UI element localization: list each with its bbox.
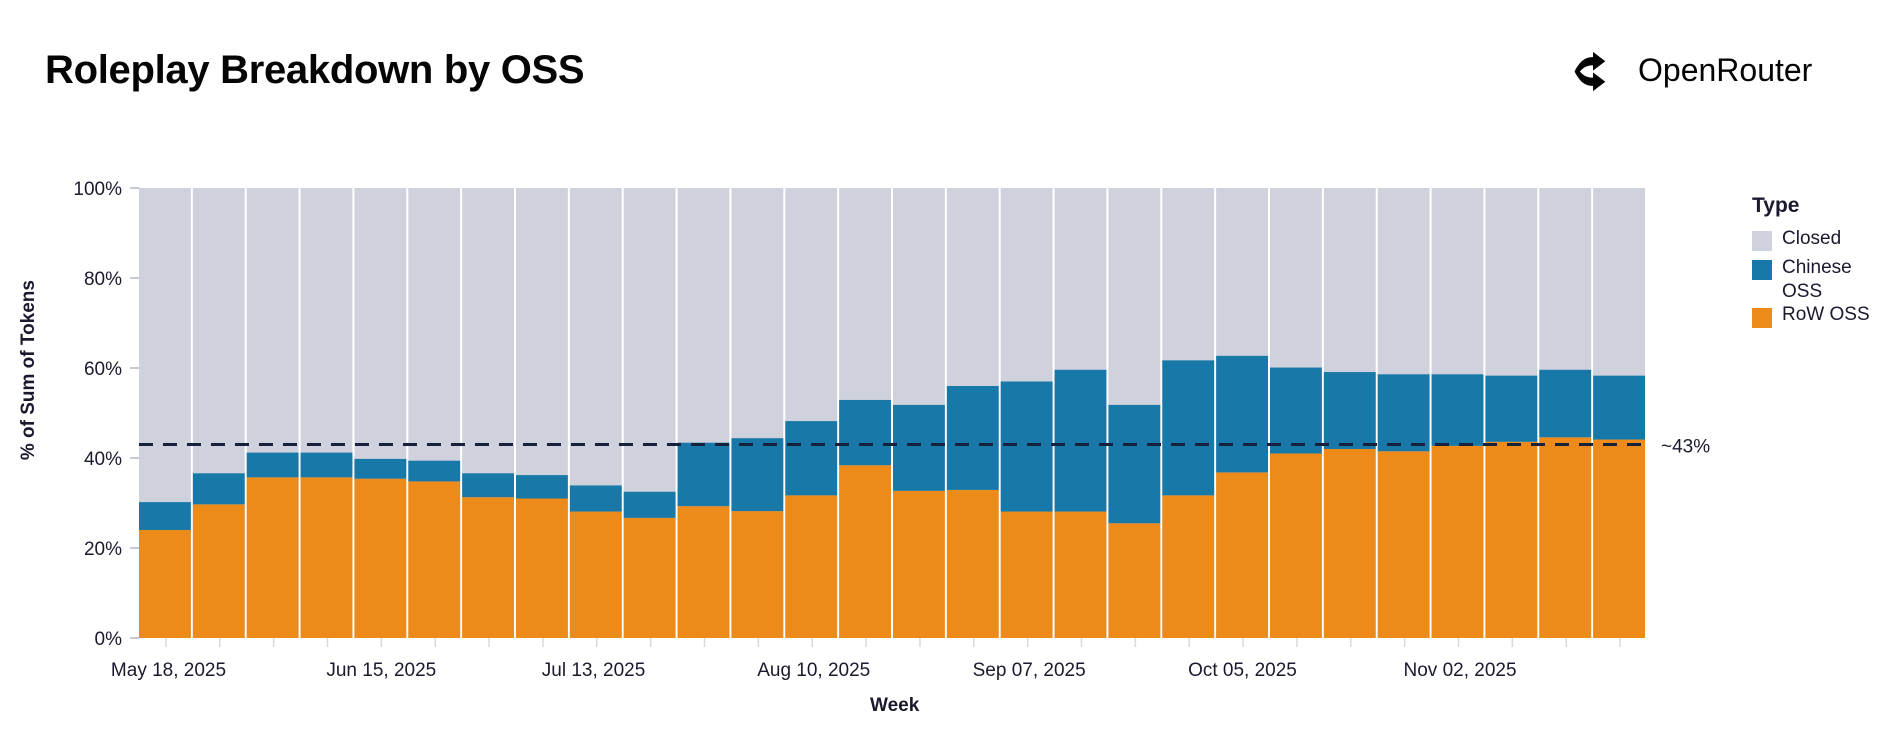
svg-text:Jul 13, 2025: Jul 13, 2025 — [542, 660, 646, 681]
svg-text:60%: 60% — [84, 359, 122, 380]
svg-text:Aug 10, 2025: Aug 10, 2025 — [757, 660, 870, 681]
svg-text:Nov 02, 2025: Nov 02, 2025 — [1404, 660, 1517, 681]
svg-text:Jun 15, 2025: Jun 15, 2025 — [326, 660, 436, 681]
svg-text:100%: 100% — [73, 179, 122, 200]
svg-text:20%: 20% — [84, 539, 122, 560]
svg-text:0%: 0% — [95, 629, 123, 650]
svg-text:May 18, 2025: May 18, 2025 — [111, 660, 226, 681]
svg-text:Sep 07, 2025: Sep 07, 2025 — [973, 660, 1086, 681]
svg-text:~43%: ~43% — [1661, 437, 1710, 458]
svg-text:Oct 05, 2025: Oct 05, 2025 — [1188, 660, 1297, 681]
svg-text:40%: 40% — [84, 449, 122, 470]
svg-text:80%: 80% — [84, 269, 122, 290]
